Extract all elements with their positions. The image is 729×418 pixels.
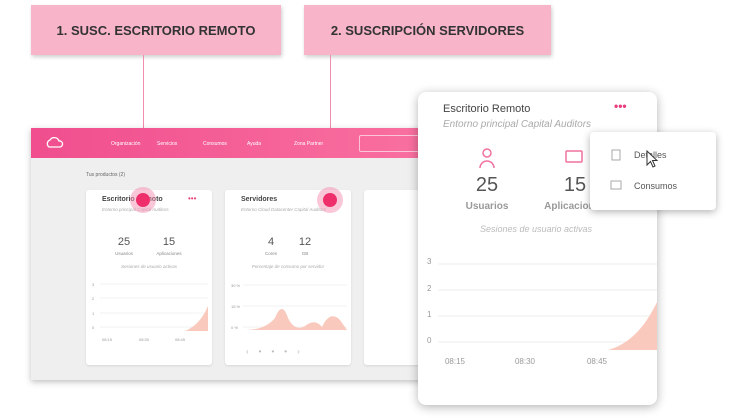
x-tick-label: 08:45 <box>586 357 608 366</box>
stat-label: Usuarios <box>465 201 509 212</box>
stat-label: Usuarios <box>115 251 133 256</box>
dropdown-menu: Detalles Consumos <box>590 132 716 210</box>
card[interactable] <box>364 190 426 365</box>
nav-item[interactable]: Zona Partner <box>294 141 324 147</box>
y-tick-label: 1 <box>427 310 432 319</box>
callout: 1. SUSC. ESCRITORIO REMOTO <box>31 5 281 55</box>
y-tick-label: 0 <box>427 336 432 345</box>
stat-label: GB <box>301 251 309 256</box>
y-tick-label: 1 <box>92 311 95 316</box>
more-button[interactable]: ••• <box>188 194 197 203</box>
card-title: Servidores <box>241 196 278 203</box>
connector <box>143 55 144 195</box>
y-tick-label: 2 <box>92 296 95 301</box>
zoom-chart <box>438 148 657 350</box>
y-tick-label: 30 % <box>231 283 241 288</box>
logo <box>46 137 64 148</box>
stat-label: Aplicaciones <box>156 251 182 256</box>
y-tick-label: 0 % <box>231 325 238 330</box>
connector <box>330 55 331 195</box>
y-tick-label: 15 % <box>231 304 241 309</box>
cursor <box>646 150 659 168</box>
menu-icons <box>610 149 622 190</box>
y-tick-label: 2 <box>427 284 432 293</box>
nav-item[interactable]: Consumos <box>203 141 227 147</box>
y-tick-label: 3 <box>92 282 95 287</box>
stat-value: 15 <box>162 236 176 248</box>
y-tick-label: 3 <box>427 257 432 266</box>
card[interactable] <box>86 190 212 365</box>
header-bar: Organización Servicios Consumos Ayuda Zo… <box>31 128 426 158</box>
app-screenshot: Organización Servicios Consumos Ayuda Zo… <box>31 128 426 380</box>
nav-item[interactable]: Organización <box>111 141 141 147</box>
nav-item[interactable]: Servicios <box>157 141 178 147</box>
stat-value: 25 <box>475 174 499 196</box>
stat-label: Aplicaciones <box>544 201 606 212</box>
nav-item[interactable]: Ayuda <box>247 141 262 147</box>
products-label: Tus productos (2) <box>86 172 125 178</box>
pagination[interactable]: ‹•••› <box>246 347 310 356</box>
y-tick-label: 0 <box>92 325 95 330</box>
stat-label: Cores <box>264 251 278 256</box>
card-subtitle: Entorno Cloud Datacenter Capital Auditor… <box>241 207 326 212</box>
callout: 2. SUSCRIPCIÓN SERVIDORES <box>304 5 551 55</box>
menu-item[interactable]: Consumos <box>634 181 678 191</box>
card-subtitle: Entorno principal Capital Auditors <box>443 119 592 130</box>
card-title: Escritorio Remoto <box>443 103 531 115</box>
x-tick-label: 08:15 <box>101 337 113 342</box>
x-tick-label: 08:45 <box>174 337 186 342</box>
x-tick-label: 08:15 <box>444 357 466 366</box>
chart-title: Porcentaje de consumo por servidor <box>251 264 325 269</box>
more-button[interactable]: ••• <box>614 99 627 113</box>
stat-value: 25 <box>117 236 131 248</box>
x-tick-label: 08:30 <box>514 357 536 366</box>
x-tick-label: 08:30 <box>138 337 150 342</box>
stat-value: 4 <box>267 236 275 248</box>
card[interactable] <box>225 190 351 365</box>
stat-value: 15 <box>563 174 587 196</box>
chart-title: Sesiones de usuario activas <box>120 264 178 269</box>
chart-title: Sesiones de usuario activas <box>479 224 593 234</box>
stat-value: 12 <box>298 236 312 248</box>
